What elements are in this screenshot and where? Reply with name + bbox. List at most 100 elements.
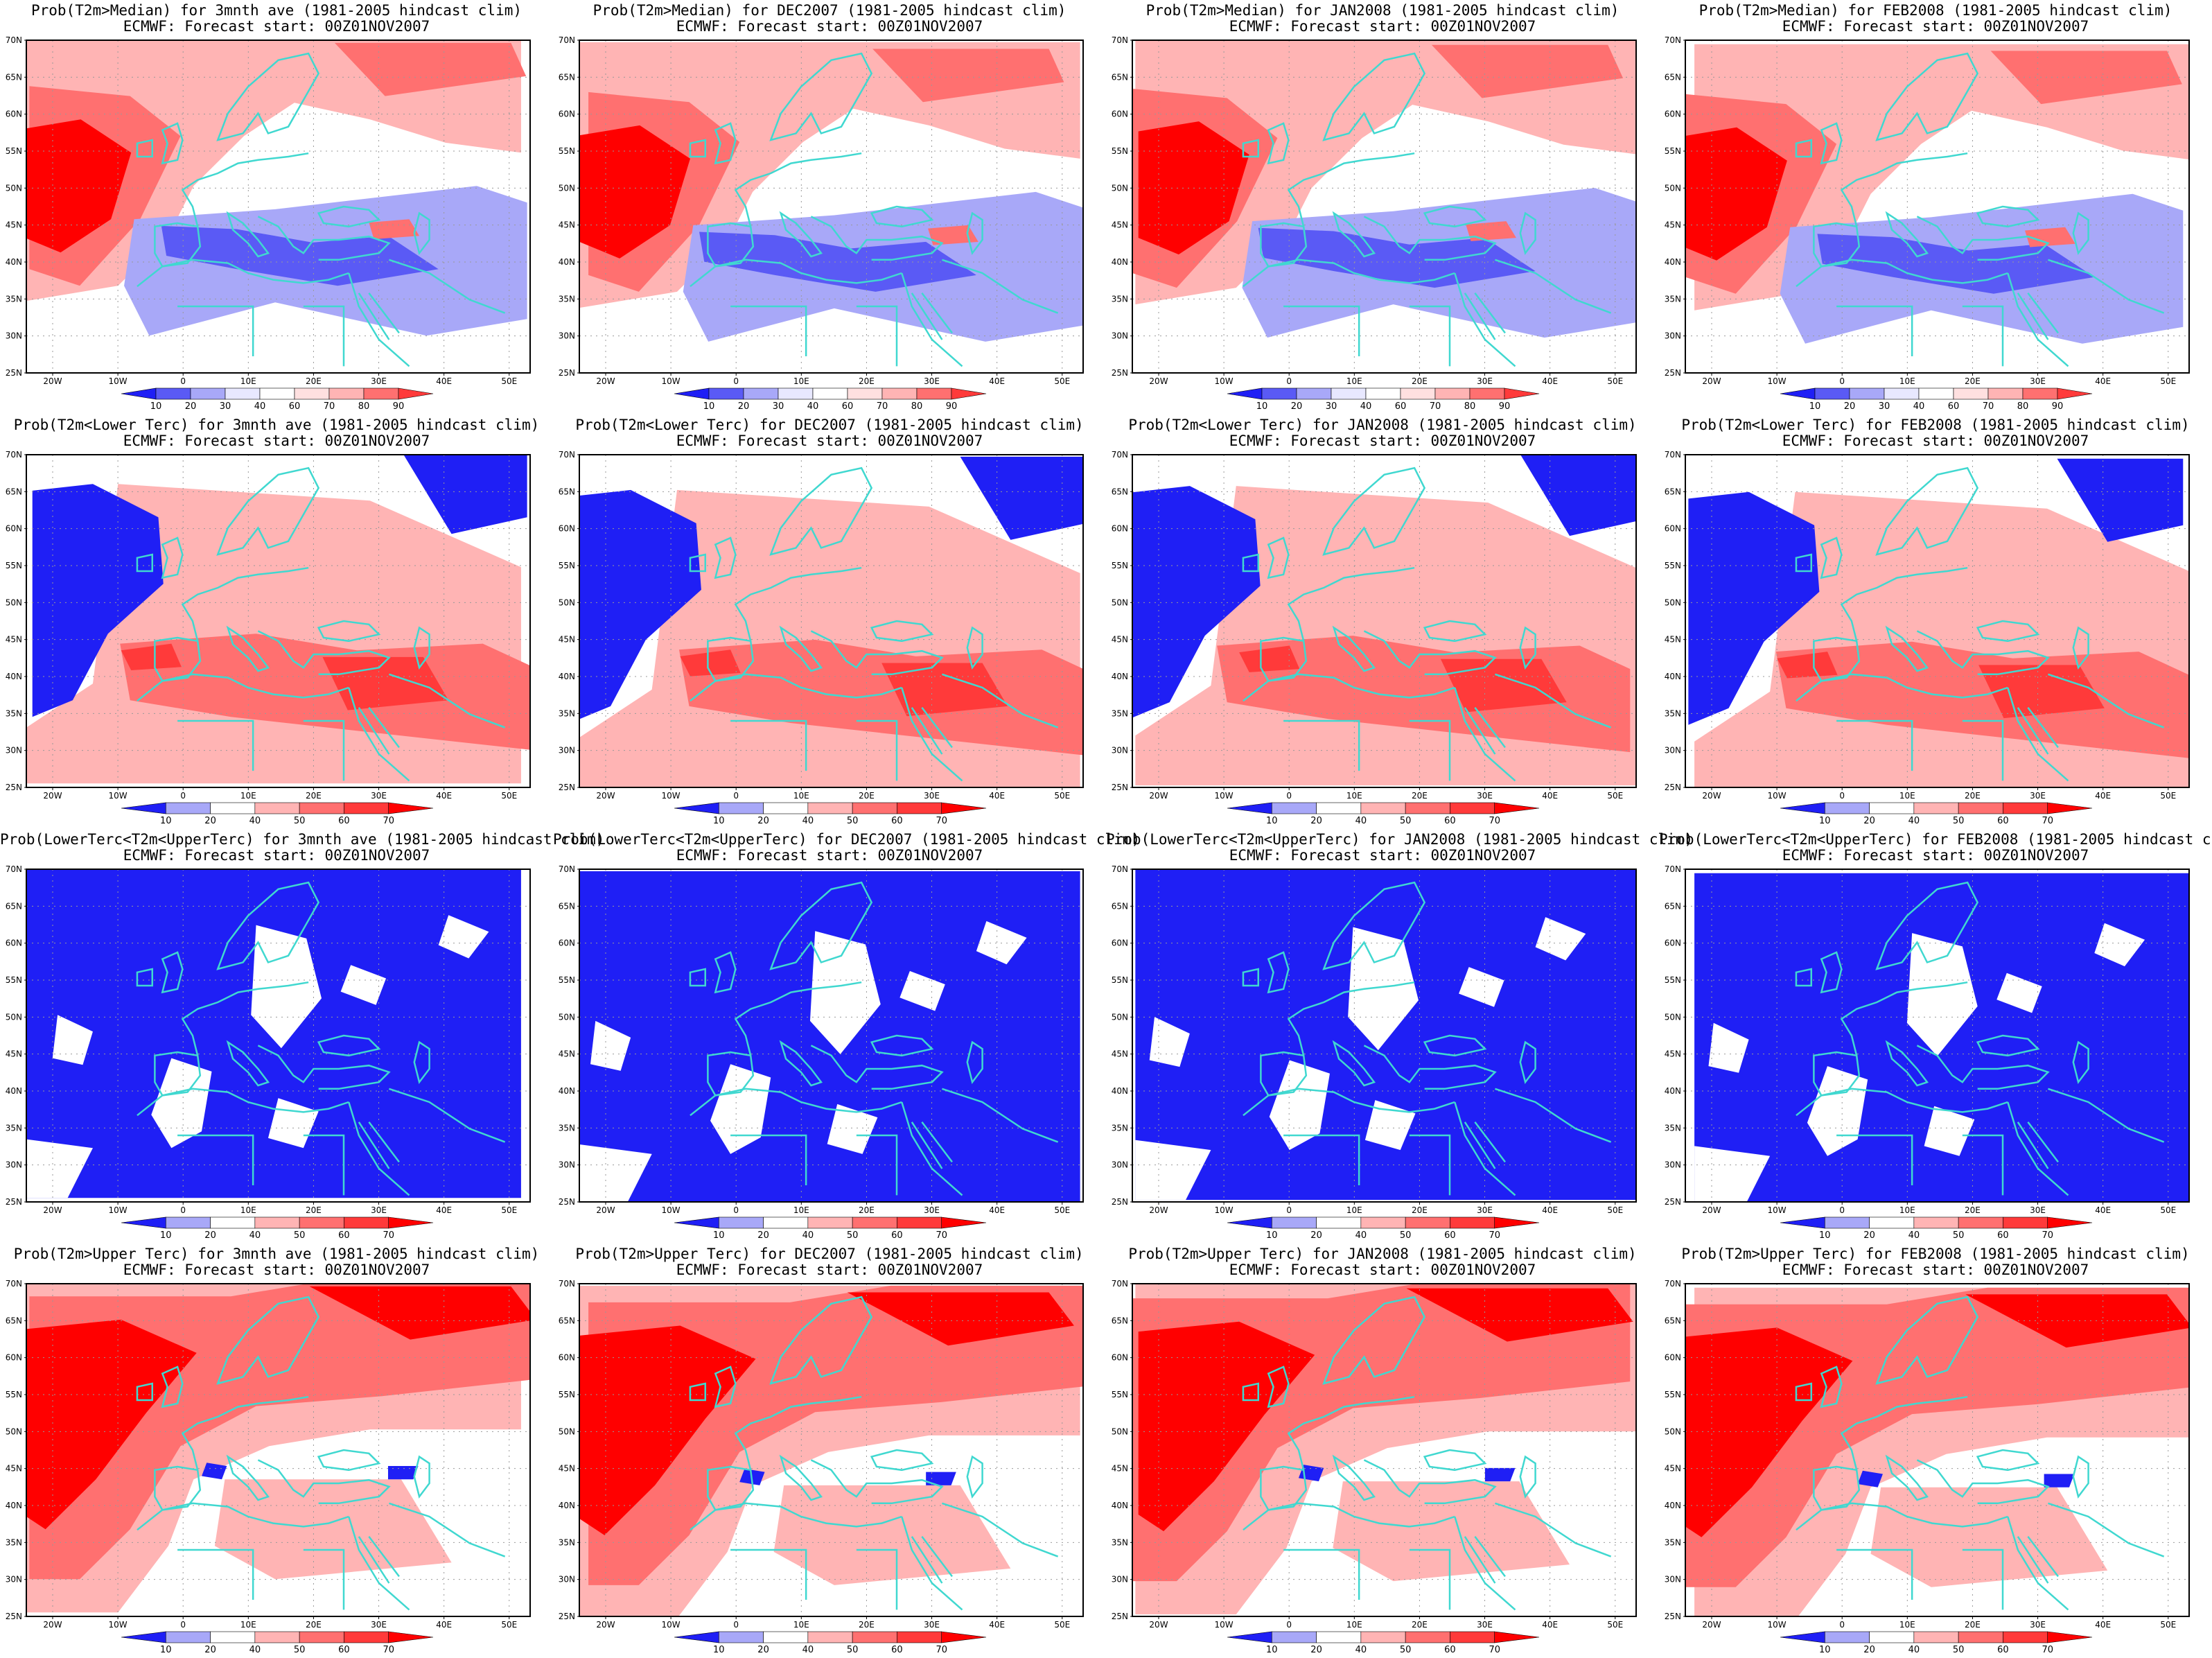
panel-title: Prob(T2m>Median) for 3mnth ave (1981-200… bbox=[30, 2, 522, 19]
colorbar-label: 60 bbox=[891, 1645, 903, 1655]
lat-label: 65N bbox=[1665, 1316, 1681, 1325]
lat-label: 25N bbox=[1665, 783, 1681, 792]
colorbar-label: 10 bbox=[150, 401, 162, 412]
colorbar-swatch bbox=[2047, 1631, 2093, 1643]
colorbar-swatch bbox=[1824, 1216, 1870, 1229]
lon-label: 0 bbox=[1286, 1620, 1292, 1630]
colorbar-swatch bbox=[1360, 1631, 1406, 1643]
colorbar-swatch bbox=[1360, 802, 1406, 814]
lat-label: 65N bbox=[1665, 72, 1681, 82]
probability-fill bbox=[26, 40, 530, 373]
colorbar-label: 60 bbox=[1444, 1230, 1456, 1241]
colorbar-swatch bbox=[388, 1631, 434, 1643]
colorbar-label: 10 bbox=[160, 1645, 172, 1655]
colorbar-label: 90 bbox=[1499, 401, 1511, 412]
lon-label: 20E bbox=[306, 791, 322, 801]
lat-label: 45N bbox=[6, 220, 22, 230]
lat-label: 55N bbox=[6, 1390, 22, 1399]
lon-label: 20E bbox=[306, 1205, 322, 1215]
colorbar-swatch bbox=[155, 387, 191, 400]
probability-fill bbox=[1132, 40, 1636, 373]
lon-label: 50E bbox=[2160, 791, 2176, 801]
colorbar-swatch bbox=[190, 387, 226, 400]
colorbar-swatch bbox=[1918, 387, 1954, 400]
colorbar-label: 10 bbox=[1266, 1230, 1278, 1241]
probability-region bbox=[872, 49, 1064, 103]
lon-label: 10E bbox=[793, 1205, 809, 1215]
colorbar-swatch bbox=[1316, 1631, 1362, 1643]
probability-region bbox=[579, 1144, 652, 1202]
lat-label: 45N bbox=[1665, 1049, 1681, 1059]
map-panel: Prob(T2m<Lower Terc) for FEB2008 (1981-2… bbox=[1659, 414, 2212, 829]
panel-title: Prob(T2m<Lower Terc) for 3mnth ave (1981… bbox=[13, 417, 540, 433]
lat-label: 55N bbox=[6, 561, 22, 570]
colorbar-swatch bbox=[807, 1631, 853, 1643]
probability-region bbox=[403, 455, 527, 534]
lat-label: 25N bbox=[559, 783, 575, 792]
probability-fill bbox=[1685, 869, 2189, 1202]
coastlines bbox=[690, 882, 1058, 1195]
lat-label: 30N bbox=[1665, 331, 1681, 341]
colorbar-label: 40 bbox=[802, 1645, 814, 1655]
colorbar-label: 20 bbox=[1310, 816, 1322, 826]
colorbar-label: 70 bbox=[1489, 816, 1500, 826]
lon-label: 30E bbox=[371, 791, 387, 801]
coastlines bbox=[1243, 53, 1611, 366]
lon-label: 20W bbox=[1702, 1620, 1721, 1630]
lat-label: 50N bbox=[1665, 597, 1681, 607]
colorbar-label: 10 bbox=[713, 816, 725, 826]
lon-label: 0 bbox=[733, 376, 739, 386]
lon-label: 10W bbox=[662, 791, 681, 801]
lon-label: 30E bbox=[924, 376, 940, 386]
probability-region bbox=[1708, 1022, 1749, 1073]
panel-subtitle: ECMWF: Forecast start: 00Z01NOV2007 bbox=[1782, 433, 2089, 449]
coastlines bbox=[1796, 882, 2164, 1195]
panel-subtitle: ECMWF: Forecast start: 00Z01NOV2007 bbox=[1229, 1262, 1536, 1278]
lat-label: 35N bbox=[6, 294, 22, 304]
lat-label: 50N bbox=[1665, 1012, 1681, 1022]
colorbar-label: 10 bbox=[160, 816, 172, 826]
lat-label: 70N bbox=[559, 864, 575, 874]
lon-label: 0 bbox=[180, 791, 186, 801]
colorbar-swatch bbox=[881, 387, 918, 400]
colorbar-label: 90 bbox=[393, 401, 405, 412]
colorbar-swatch bbox=[210, 1216, 256, 1229]
lon-label: 50E bbox=[2160, 1205, 2176, 1215]
colorbar-swatch bbox=[897, 1216, 942, 1229]
colorbar-label: 60 bbox=[1948, 401, 1960, 412]
colorbar-label: 50 bbox=[1953, 816, 1965, 826]
colorbar-swatch bbox=[674, 1216, 719, 1229]
colorbar-label: 60 bbox=[1997, 1645, 2009, 1655]
lon-label: 40E bbox=[1542, 1205, 1558, 1215]
colorbar-label: 20 bbox=[1310, 1230, 1322, 1241]
forecast-map: 70N 65N 60N 55N 50N 45N 40N 35N 30N 25N 20W 10W 0 10E… bbox=[1112, 864, 1637, 1241]
lat-label: 40N bbox=[1665, 1086, 1681, 1096]
colorbar-swatch bbox=[1958, 1216, 2003, 1229]
lon-label: 0 bbox=[1839, 1205, 1845, 1215]
colorbar: 10 20 40 50 60 70 bbox=[1780, 802, 2093, 826]
lon-label: 10W bbox=[1768, 376, 1787, 386]
lon-label: 50E bbox=[1607, 1205, 1623, 1215]
lat-label: 55N bbox=[1112, 975, 1128, 985]
lon-label: 20E bbox=[306, 1620, 322, 1630]
probability-region bbox=[1466, 221, 1516, 241]
lon-label: 10E bbox=[1346, 1205, 1362, 1215]
probability-fill bbox=[579, 1284, 1083, 1616]
colorbar-label: 90 bbox=[2052, 401, 2064, 412]
panel-subtitle: ECMWF: Forecast start: 00Z01NOV2007 bbox=[1782, 18, 2089, 35]
lon-label: 40E bbox=[2095, 791, 2111, 801]
lat-label: 70N bbox=[1665, 1279, 1681, 1289]
colorbar-swatch bbox=[1869, 802, 1915, 814]
lat-label: 55N bbox=[1665, 146, 1681, 156]
colorbar: 10 20 40 50 60 70 bbox=[121, 1631, 434, 1655]
colorbar-label: 20 bbox=[1863, 1645, 1875, 1655]
colorbar-swatch bbox=[388, 1216, 434, 1229]
panel-title: Prob(T2m<Lower Terc) for JAN2008 (1981-2… bbox=[1128, 417, 1637, 433]
colorbar-label: 10 bbox=[1819, 816, 1831, 826]
probability-region bbox=[1348, 927, 1419, 1051]
lon-label: 20E bbox=[859, 1205, 875, 1215]
lat-label: 65N bbox=[1112, 72, 1128, 82]
probability-fill bbox=[1685, 455, 2189, 787]
lat-label: 30N bbox=[6, 331, 22, 341]
forecast-map: 70N 65N 60N 55N 50N 45N 40N 35N 30N 25N 20W 10W 0 10E… bbox=[559, 864, 1084, 1241]
